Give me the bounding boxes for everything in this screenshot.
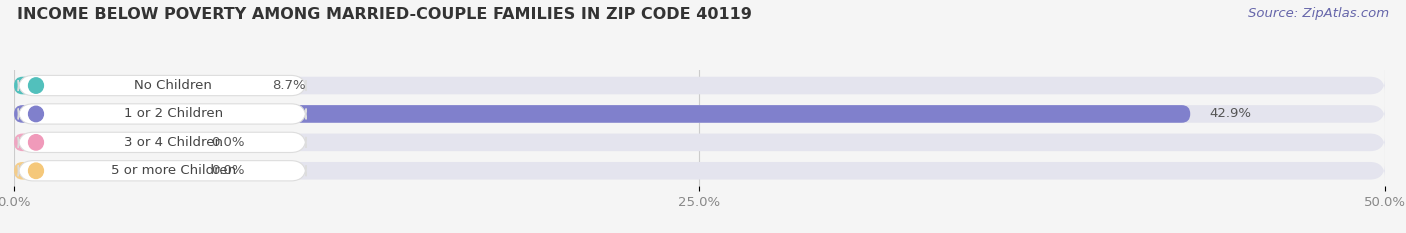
FancyBboxPatch shape <box>18 161 307 181</box>
FancyBboxPatch shape <box>14 134 1385 151</box>
FancyBboxPatch shape <box>14 162 193 180</box>
FancyBboxPatch shape <box>14 105 1191 123</box>
Circle shape <box>28 106 44 122</box>
FancyBboxPatch shape <box>14 77 253 94</box>
Text: 5 or more Children: 5 or more Children <box>111 164 236 177</box>
Circle shape <box>28 78 44 93</box>
FancyBboxPatch shape <box>14 77 1385 94</box>
Text: 8.7%: 8.7% <box>271 79 305 92</box>
FancyBboxPatch shape <box>14 162 1385 180</box>
FancyBboxPatch shape <box>18 75 307 96</box>
Text: INCOME BELOW POVERTY AMONG MARRIED-COUPLE FAMILIES IN ZIP CODE 40119: INCOME BELOW POVERTY AMONG MARRIED-COUPL… <box>17 7 752 22</box>
FancyBboxPatch shape <box>14 105 1385 123</box>
Text: 42.9%: 42.9% <box>1209 107 1251 120</box>
Circle shape <box>28 135 44 150</box>
Text: 0.0%: 0.0% <box>211 136 245 149</box>
Text: Source: ZipAtlas.com: Source: ZipAtlas.com <box>1249 7 1389 20</box>
FancyBboxPatch shape <box>18 132 307 152</box>
FancyBboxPatch shape <box>18 104 307 124</box>
FancyBboxPatch shape <box>14 134 193 151</box>
Text: 1 or 2 Children: 1 or 2 Children <box>124 107 224 120</box>
Circle shape <box>28 163 44 178</box>
Text: 3 or 4 Children: 3 or 4 Children <box>124 136 224 149</box>
Text: No Children: No Children <box>135 79 212 92</box>
Text: 0.0%: 0.0% <box>211 164 245 177</box>
